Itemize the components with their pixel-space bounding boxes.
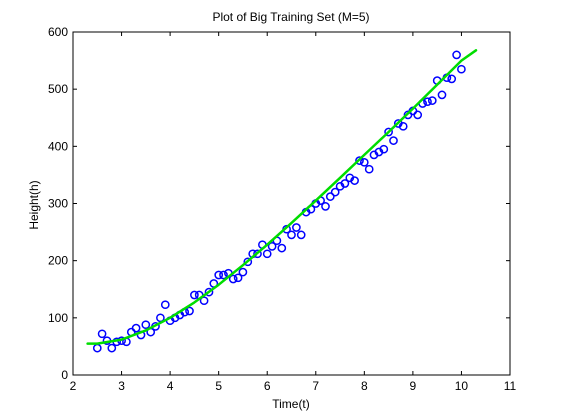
data-point <box>214 270 224 280</box>
data-point <box>457 64 466 74</box>
y-tick-label: 500 <box>48 82 68 96</box>
data-point <box>107 343 117 353</box>
data-point <box>141 320 151 330</box>
data-point <box>389 136 398 145</box>
data-point <box>219 270 228 280</box>
data-point <box>190 290 199 300</box>
data-point <box>131 323 141 333</box>
y-tick-label: 600 <box>48 25 68 39</box>
data-point <box>350 176 359 185</box>
data-point <box>233 273 243 283</box>
data-point <box>277 243 287 253</box>
data-point <box>262 249 272 259</box>
data-point <box>292 223 301 232</box>
x-tick-label: 2 <box>70 379 77 393</box>
data-point <box>185 306 194 316</box>
data-point <box>199 296 209 306</box>
data-point <box>447 74 457 84</box>
data-point <box>238 267 248 277</box>
data-point <box>253 249 262 259</box>
data-point <box>228 274 238 284</box>
data-point <box>204 287 214 297</box>
x-tick-label: 7 <box>312 379 319 393</box>
fit-line <box>86 49 478 345</box>
data-point <box>340 179 350 188</box>
x-axis-label: Time(t) <box>272 397 310 411</box>
data-point <box>384 127 393 137</box>
x-tick-label: 9 <box>410 379 417 393</box>
data-point <box>427 96 437 105</box>
plot-frame <box>72 31 511 376</box>
x-tick-label: 4 <box>167 379 174 393</box>
data-point <box>287 230 296 240</box>
x-tick-label: 10 <box>455 379 469 393</box>
y-tick-label: 0 <box>61 368 68 382</box>
data-point <box>423 97 432 107</box>
x-tick-label: 11 <box>504 379 517 393</box>
y-axis-label: Height(h) <box>27 180 41 229</box>
data-point <box>321 202 330 211</box>
data-point <box>160 300 170 310</box>
data-point <box>364 164 374 174</box>
data-point <box>97 329 107 339</box>
data-point <box>355 156 364 165</box>
data-point <box>359 157 369 167</box>
y-tick-label: 100 <box>48 311 68 325</box>
x-tick-label: 5 <box>215 379 222 393</box>
data-point <box>267 242 277 251</box>
y-tick-label: 400 <box>48 139 68 153</box>
x-tick-label: 8 <box>361 379 368 393</box>
data-point <box>413 110 423 120</box>
x-tick-label: 6 <box>264 379 271 393</box>
data-point <box>325 192 335 201</box>
data-point <box>437 90 447 100</box>
chart-title: Plot of Big Training Set (M=5) <box>212 10 369 24</box>
data-point <box>398 121 408 131</box>
data-point <box>243 257 253 267</box>
y-tick-label: 300 <box>48 197 68 211</box>
data-point <box>296 230 306 240</box>
data-point <box>379 144 389 154</box>
data-point <box>330 187 340 197</box>
y-tick-label: 200 <box>48 254 68 268</box>
data-point <box>452 50 461 60</box>
plot-area: 2 3 4 5 6 7 8 9 10 11 0 100 200 300 400 500 600 <box>48 25 517 393</box>
data-point <box>156 313 165 323</box>
x-tick-label: 3 <box>118 379 125 393</box>
